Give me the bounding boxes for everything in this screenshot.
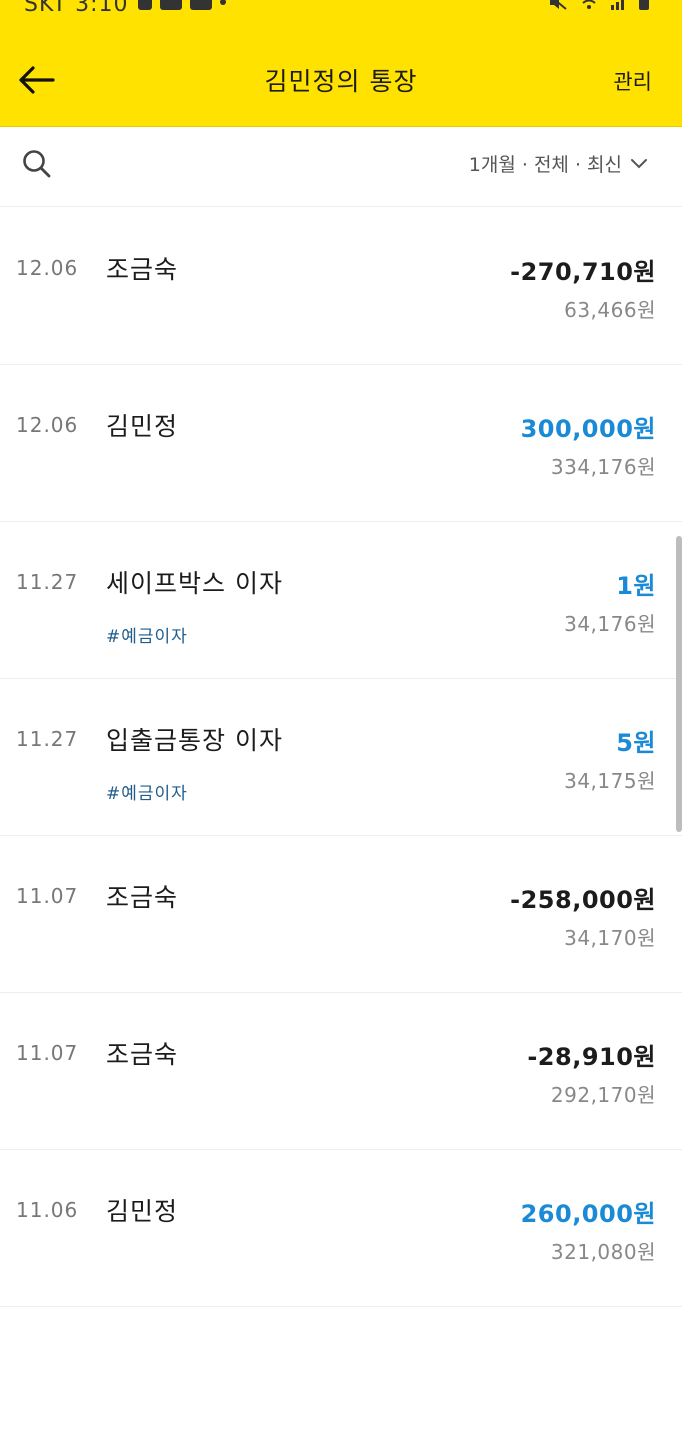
transaction-row[interactable]: 11.06 김민정 260,000원 321,080원 <box>0 1150 682 1307</box>
transaction-row[interactable]: 12.06 조금숙 -270,710원 63,466원 <box>0 208 682 365</box>
filter-bar: 1개월 · 전체 · 최신 <box>0 127 682 207</box>
app-header: SKT 3:10 김민정의 통장 관리 <box>0 0 682 127</box>
filter-label: 1개월 · 전체 · 최신 <box>468 154 622 176</box>
carrier-label: SKT <box>24 0 68 17</box>
transaction-name: 김민정 <box>106 412 179 441</box>
transaction-balance: 292,170원 <box>550 1083 656 1107</box>
transaction-name: 조금숙 <box>106 883 179 912</box>
transaction-row[interactable]: 11.27 입출금통장 이자 #예금이자 5원 34,175원 <box>0 679 682 836</box>
search-icon <box>23 150 51 178</box>
transaction-tag[interactable]: #예금이자 <box>106 627 188 647</box>
transaction-date: 12.06 <box>16 256 79 280</box>
transaction-list: 12.06 조금숙 -270,710원 63,466원 12.06 김민정 30… <box>0 208 682 1307</box>
notification-icons <box>138 0 226 10</box>
status-carrier: SKT 3:10 <box>24 0 129 17</box>
search-button[interactable] <box>20 147 54 181</box>
arrow-left-icon <box>19 66 55 94</box>
status-bar: SKT 3:10 <box>0 0 682 18</box>
page-title: 김민정의 통장 <box>264 67 418 96</box>
wifi-icon <box>582 0 596 9</box>
transaction-date: 11.27 <box>16 570 79 594</box>
transaction-balance: 34,170원 <box>564 926 656 950</box>
filter-dropdown[interactable]: 1개월 · 전체 · 최신 <box>469 150 648 177</box>
blog-icon <box>190 0 212 10</box>
transaction-row[interactable]: 11.27 세이프박스 이자 #예금이자 1원 34,176원 <box>0 522 682 679</box>
transaction-amount: 1원 <box>616 572 656 600</box>
signal-icon <box>611 0 624 10</box>
transaction-row[interactable]: 11.07 조금숙 -28,910원 292,170원 <box>0 993 682 1150</box>
more-notifications-icon <box>220 0 226 5</box>
transaction-row[interactable]: 12.06 김민정 300,000원 334,176원 <box>0 365 682 522</box>
transaction-amount: 260,000원 <box>520 1200 656 1228</box>
transaction-date: 11.06 <box>16 1198 79 1222</box>
transaction-amount: -258,000원 <box>510 886 656 914</box>
status-time: 3:10 <box>75 0 129 17</box>
transaction-date: 11.07 <box>16 1041 79 1065</box>
transaction-row[interactable]: 11.07 조금숙 -258,000원 34,170원 <box>0 836 682 993</box>
transaction-date: 11.27 <box>16 727 79 751</box>
transaction-date: 12.06 <box>16 413 79 437</box>
transaction-date: 11.07 <box>16 884 79 908</box>
battery-icon <box>639 0 649 10</box>
back-button[interactable] <box>14 58 58 102</box>
transaction-amount: 5원 <box>616 729 656 757</box>
transaction-balance: 321,080원 <box>550 1240 656 1264</box>
transaction-balance: 63,466원 <box>564 298 656 322</box>
transaction-tag[interactable]: #예금이자 <box>106 784 188 804</box>
manage-button[interactable]: 관리 <box>613 70 652 94</box>
chevron-down-icon <box>631 158 647 168</box>
band-app-icon <box>138 0 152 10</box>
transaction-amount: -28,910원 <box>527 1043 656 1071</box>
transaction-balance: 34,176원 <box>564 612 656 636</box>
transaction-name: 김민정 <box>106 1197 179 1226</box>
transaction-amount: 300,000원 <box>520 415 656 443</box>
transaction-balance: 34,175원 <box>564 769 656 793</box>
system-icons <box>548 0 650 10</box>
transaction-name: 조금숙 <box>106 1040 179 1069</box>
transaction-balance: 334,176원 <box>550 455 656 479</box>
transaction-name: 입출금통장 이자 <box>106 726 283 755</box>
transaction-name: 조금숙 <box>106 255 179 284</box>
mute-icon <box>550 0 567 10</box>
transaction-name: 세이프박스 이자 <box>106 569 283 598</box>
scrollbar[interactable] <box>676 536 682 832</box>
chat-icon <box>160 0 182 10</box>
transaction-amount: -270,710원 <box>510 258 656 286</box>
